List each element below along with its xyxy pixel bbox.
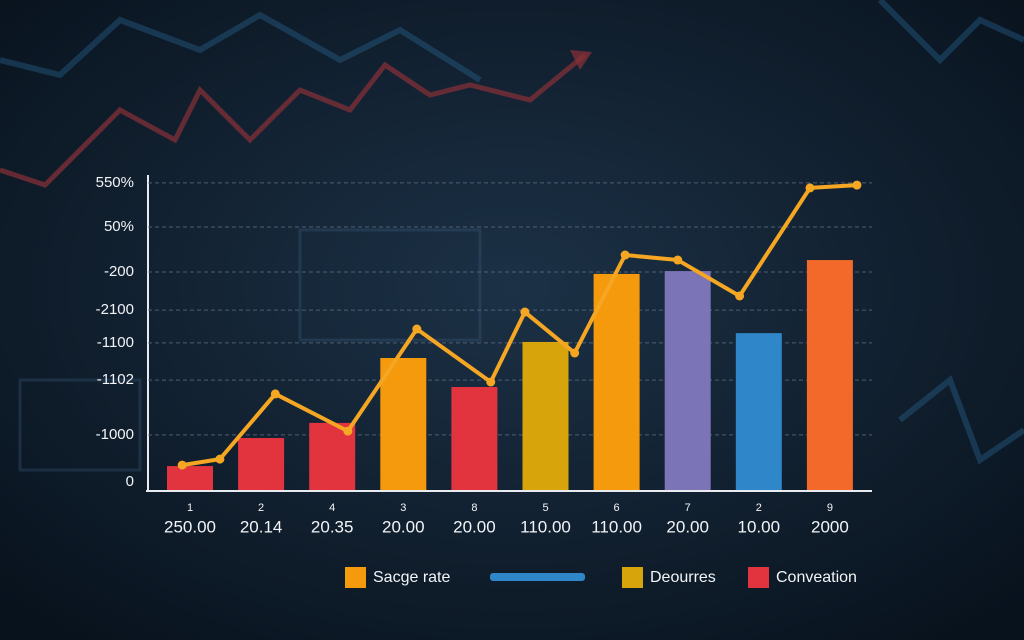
bar: [167, 466, 213, 490]
bar: [380, 358, 427, 490]
decor-trend: [0, 53, 587, 188]
decor-line: [877, 0, 1024, 65]
x-tick-sublabel: 250.00: [164, 517, 216, 536]
x-tick-label: 1: [187, 502, 193, 514]
bar: [451, 386, 498, 490]
bar: [593, 273, 640, 490]
y-tick-label: -1000: [96, 426, 134, 443]
legend-label: Conveation: [776, 569, 857, 586]
line-point: [343, 426, 353, 436]
x-tick-sublabel: 20.00: [382, 517, 425, 536]
x-tick-sublabel: 10.00: [738, 517, 781, 536]
x-tick-label: 8: [471, 502, 477, 514]
legend-swatch: [345, 567, 366, 588]
decor-box: [298, 228, 482, 342]
line-point: [412, 324, 422, 334]
y-tick-label: 550%: [96, 174, 134, 191]
bar: [238, 438, 285, 490]
y-tick-label: -1100: [97, 334, 134, 351]
x-tick-sublabel: 2000: [811, 517, 849, 536]
line-point: [620, 250, 630, 260]
line-point: [177, 460, 187, 470]
decor-line: [0, 11, 482, 83]
bar: [664, 271, 711, 490]
bar: [735, 333, 782, 490]
line-point: [270, 389, 280, 399]
line-point: [805, 183, 815, 193]
y-tick-label: -2100: [96, 301, 134, 318]
line-point: [735, 291, 745, 301]
line-point: [520, 307, 530, 317]
x-tick-sublabel: 110.00: [591, 517, 642, 536]
legend-label: Sacge rate: [373, 569, 450, 586]
x-tick-label: 4: [329, 502, 335, 514]
bar: [522, 341, 569, 490]
line-point: [570, 348, 580, 358]
line-point: [486, 377, 496, 387]
decor-box: [18, 378, 142, 472]
line-point: [215, 454, 225, 464]
x-tick-label: 7: [685, 502, 691, 514]
y-tick-label: 50%: [104, 218, 134, 235]
decor-line: [898, 375, 1024, 465]
x-tick-sublabel: 20.00: [666, 517, 709, 536]
legend-swatch: [490, 573, 585, 581]
line-point: [852, 180, 862, 190]
x-tick-label: 2: [258, 502, 264, 514]
y-tick-label: 0: [126, 473, 134, 490]
x-tick-sublabel: 20.14: [240, 517, 283, 536]
legend-label: Deourres: [650, 569, 716, 586]
decor: [0, 0, 1024, 472]
y-tick-label: -200: [104, 263, 134, 280]
legend-swatch: [748, 567, 769, 588]
decor-arrow: [570, 50, 592, 70]
x-tick-sublabel: 20.35: [311, 517, 354, 536]
x-tick-label: 5: [542, 502, 548, 514]
x-tick-label: 9: [827, 502, 833, 514]
x-tick-label: 2: [756, 502, 762, 514]
x-tick-sublabel: 20.00: [453, 517, 496, 536]
x-tick-sublabel: 110.00: [520, 517, 571, 536]
bar: [806, 260, 853, 490]
y-tick-label: -1102: [97, 371, 134, 388]
x-tick-label: 3: [400, 502, 406, 514]
legend-swatch: [622, 567, 643, 588]
x-tick-label: 6: [614, 502, 620, 514]
line-point: [673, 255, 683, 265]
